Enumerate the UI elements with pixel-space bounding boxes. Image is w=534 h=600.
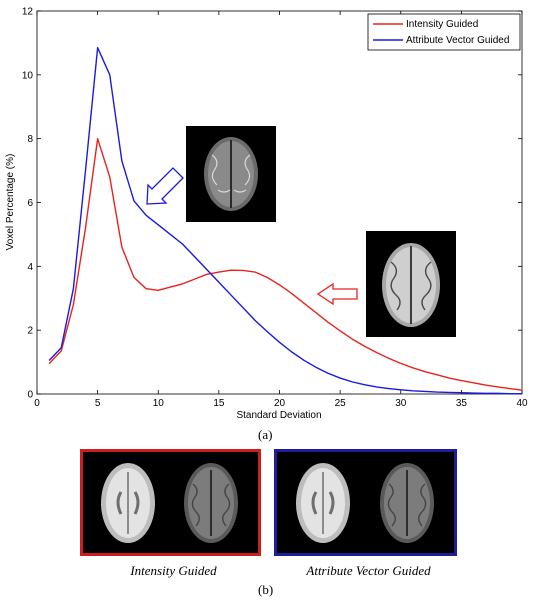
series-line-intensity-guided	[48, 137, 523, 391]
chart-ticks: 0 5 10 15 20 25 30 35 40 0 2 4 6 8 10 12	[22, 7, 528, 410]
panel-brain-images-attribute	[296, 463, 434, 543]
legend-label-intensity: Intensity Guided	[406, 19, 478, 30]
caption-b: (b)	[258, 582, 274, 597]
x-tick-label: 25	[335, 398, 347, 409]
x-tick-label: 20	[274, 398, 286, 409]
x-tick-label: 0	[34, 398, 40, 409]
y-tick-label: 4	[27, 262, 33, 273]
y-tick-label: 0	[27, 390, 33, 401]
panel-caption-intensity: Intensity Guided	[130, 563, 217, 578]
series-line-attribute-vector-guided	[48, 47, 522, 395]
y-axis-label: Voxel Percentage (%)	[5, 154, 16, 251]
inset-brain-image-attribute	[186, 126, 276, 222]
annotation-arrow-red	[316, 282, 358, 306]
panel-caption-attribute: Attribute Vector Guided	[306, 563, 431, 578]
panel-attribute-vector-guided	[274, 449, 457, 556]
caption-a: (a)	[258, 427, 273, 442]
x-tick-label: 30	[395, 398, 407, 409]
x-tick-label: 10	[153, 398, 165, 409]
legend-label-attribute: Attribute Vector Guided	[406, 35, 509, 46]
annotation-arrow-blue	[146, 167, 184, 205]
chart-legend: Intensity Guided Attribute Vector Guided	[367, 13, 521, 51]
panel-intensity-guided	[80, 449, 261, 556]
x-tick-label: 40	[516, 398, 528, 409]
x-tick-label: 5	[95, 398, 101, 409]
x-axis-label: Standard Deviation	[236, 410, 321, 421]
x-tick-label: 35	[456, 398, 468, 409]
chart-series	[48, 47, 523, 395]
inset-brain-image-intensity	[366, 231, 456, 337]
x-tick-label: 15	[213, 398, 225, 409]
panel-brain-images-intensity	[101, 463, 238, 543]
y-tick-label: 6	[27, 198, 33, 209]
line-chart: 0 5 10 15 20 25 30 35 40 0 2 4 6 8 10 12 Intensity Guid…	[5, 7, 528, 422]
y-tick-label: 8	[27, 134, 33, 145]
y-tick-label: 12	[22, 7, 34, 18]
y-tick-label: 10	[22, 70, 34, 81]
y-tick-label: 2	[27, 326, 33, 337]
